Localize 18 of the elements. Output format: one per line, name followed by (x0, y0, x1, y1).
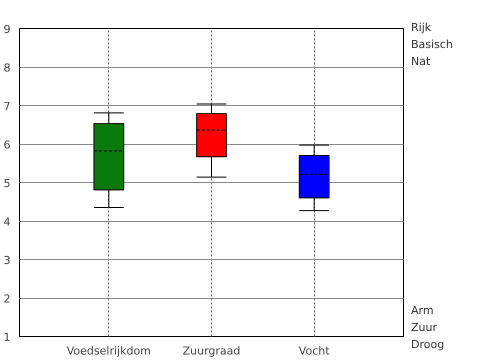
x-tick-label: Zuurgraad (182, 344, 240, 358)
y-tick-label: 5 (4, 177, 10, 190)
y-tick-label: 6 (4, 138, 10, 152)
y-tick-label: 2 (4, 292, 10, 306)
text: Nat (411, 54, 430, 70)
text: Droog (411, 337, 444, 353)
x-tick-label: Voedselrijkdom (66, 344, 151, 358)
text: Basisch (411, 37, 453, 53)
y-tick-label: 7 (4, 100, 10, 113)
y-tick-label: 9 (4, 23, 10, 36)
text: Rijk (411, 20, 432, 36)
y-tick-label: 1 (4, 331, 10, 344)
y-tick-label: 8 (4, 62, 10, 74)
y-tick-label: 4 (4, 216, 10, 228)
text: Arm (411, 303, 434, 319)
y-tick-label: 3 (4, 254, 10, 267)
x-tick-label: Vocht (298, 344, 330, 358)
text: Zuur (411, 320, 438, 336)
